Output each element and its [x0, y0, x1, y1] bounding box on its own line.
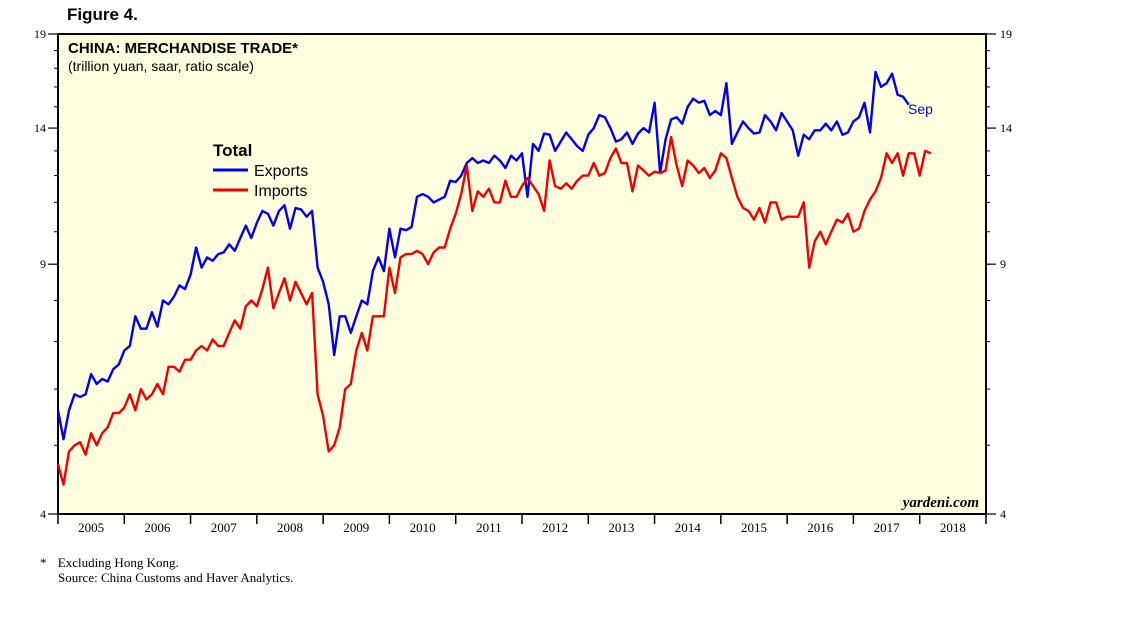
footnote: * Excluding Hong Kong. [40, 555, 179, 571]
y-axis-right: 4 9 14 19 [986, 27, 1012, 521]
x-tick-label: 2016 [807, 520, 834, 535]
plot-background [57, 33, 987, 515]
footnote-marker: * [40, 555, 47, 570]
x-tick-label: 2005 [78, 520, 104, 535]
x-tick-label: 2011 [476, 520, 502, 535]
footnote-text: Excluding Hong Kong. [57, 555, 179, 570]
x-tick-label: 2015 [741, 520, 767, 535]
legend: Total Exports Imports [213, 141, 308, 200]
y-tick-label-left: 4 [40, 507, 46, 521]
x-tick-label: 2010 [410, 520, 436, 535]
series-line-exports [56, 70, 910, 441]
y-tick-label-left: 19 [34, 27, 46, 41]
y-tick-label-right: 19 [1000, 27, 1012, 41]
series-line-imports [56, 135, 932, 486]
x-tick-label: 2009 [343, 520, 369, 535]
credit: yardeni.com [901, 495, 979, 511]
source-note: Source: China Customs and Haver Analytic… [58, 570, 294, 585]
x-tick-label: 2013 [608, 520, 634, 535]
y-tick-label-right: 9 [1000, 257, 1006, 271]
y-tick-label-right: 14 [1000, 121, 1012, 135]
y-axis-left: 4 9 14 19 [34, 27, 58, 521]
x-tick-label: 2012 [542, 520, 568, 535]
legend-imports-label: Imports [254, 183, 307, 200]
y-tick-label-left: 14 [34, 121, 46, 135]
x-tick-label: 2008 [277, 520, 303, 535]
x-tick-label: 2014 [675, 520, 702, 535]
legend-title: Total [213, 141, 252, 160]
legend-exports-label: Exports [254, 163, 308, 180]
chart-subtitle: (trillion yuan, saar, ratio scale) [68, 58, 254, 74]
series-layer [56, 70, 932, 486]
y-tick-label-right: 4 [1000, 507, 1006, 521]
x-axis: 2005 2006 2007 2008 2009 2010 2011 2012 2013 2014… [57, 514, 987, 535]
x-tick-label: 2007 [211, 520, 238, 535]
x-tick-label: 2006 [144, 520, 171, 535]
figure-label: Figure 4. [67, 5, 138, 24]
y-tick-label-left: 9 [40, 257, 46, 271]
end-label: Sep [908, 101, 933, 117]
chart-title: CHINA: MERCHANDISE TRADE* [68, 40, 298, 57]
x-tick-label: 2017 [874, 520, 901, 535]
x-tick-label: 2018 [940, 520, 966, 535]
